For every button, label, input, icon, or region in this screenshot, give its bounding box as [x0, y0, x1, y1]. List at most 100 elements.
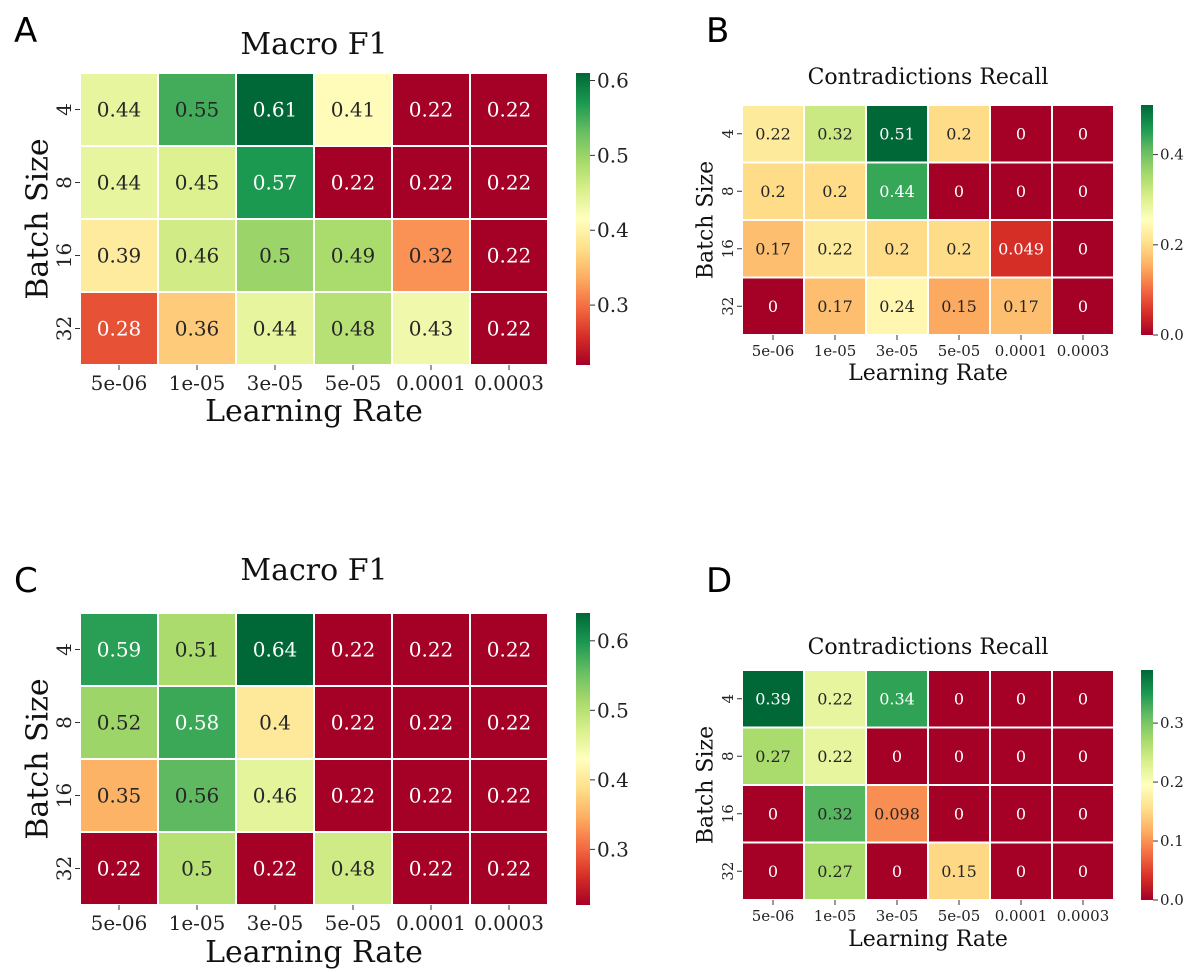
heatmap-cell: [157, 291, 237, 366]
x-tick-label: 3e-05: [876, 907, 919, 925]
cell-value-label: 0.45: [175, 171, 220, 195]
cell-value-label: 0: [1078, 182, 1088, 201]
heatmap-cell: [79, 291, 159, 366]
heatmap-cell: [391, 831, 471, 906]
cell-value-label: 0: [954, 689, 964, 708]
colorbar-tick-label: 0.4: [597, 218, 629, 242]
cell-value-label: 0.28: [97, 317, 142, 341]
heatmap-cell: [865, 784, 929, 844]
cell-value-label: 0.51: [175, 638, 220, 662]
heatmap-cell: [1051, 841, 1115, 901]
colorbar-tick-label: 0.3: [1160, 714, 1184, 732]
cell-value-label: 0: [1078, 804, 1088, 823]
heatmap-cell: [79, 612, 159, 687]
cell-value-label: 0.22: [409, 784, 454, 808]
colorbar-tick-label: 0.0: [1160, 326, 1184, 344]
heatmap-cell: [391, 291, 471, 366]
heatmap-cell: [865, 104, 929, 164]
cell-value-label: 0.32: [409, 244, 454, 268]
cell-value-label: 0: [954, 804, 964, 823]
cell-value-label: 0.41: [331, 98, 376, 122]
y-tick-label: 8: [52, 176, 76, 189]
y-tick-label: 4: [719, 694, 737, 704]
heatmap-cell: [157, 612, 237, 687]
heatmap-cell: [157, 758, 237, 833]
heatmap-cell: [865, 841, 929, 901]
cell-value-label: 0.51: [879, 124, 915, 143]
colorbar: [576, 73, 590, 365]
cell-value-label: 0: [1016, 182, 1026, 201]
x-tick-label: 3e-05: [247, 911, 304, 935]
cell-value-label: 0.22: [487, 317, 532, 341]
y-tick-label: 16: [719, 239, 737, 258]
cell-value-label: 0: [768, 804, 778, 823]
cell-value-label: 0.52: [97, 711, 142, 735]
cell-value-label: 0.22: [487, 98, 532, 122]
cell-value-label: 0: [892, 747, 902, 766]
heatmap-cell: [235, 685, 315, 760]
colorbar-tick-label: 0.5: [597, 698, 629, 722]
cell-value-label: 0.22: [331, 171, 376, 195]
cell-value-label: 0.56: [175, 784, 220, 808]
colorbar-tick-label: 0.5: [597, 143, 629, 167]
heatmap-cell: [313, 291, 393, 366]
x-tick-label: 1e-05: [169, 371, 226, 395]
cell-value-label: 0: [1078, 297, 1088, 316]
cell-value-label: 0: [1016, 862, 1026, 881]
chart-title: Contradictions Recall: [808, 635, 1049, 660]
heatmap-cell: [989, 669, 1053, 729]
colorbar-tick-label: 0.4: [1160, 146, 1184, 164]
cell-value-label: 0: [768, 297, 778, 316]
cell-value-label: 0.55: [175, 98, 220, 122]
x-tick-label: 1e-05: [169, 911, 226, 935]
cell-value-label: 0.27: [755, 747, 791, 766]
cell-value-label: 0: [1016, 804, 1026, 823]
heatmap-cell: [469, 218, 549, 293]
x-tick-label: 5e-06: [752, 907, 795, 925]
y-tick-label: 8: [52, 716, 76, 729]
heatmap-cell: [803, 784, 867, 844]
cell-value-label: 0.48: [331, 857, 376, 881]
cell-value-label: 0.58: [175, 711, 220, 735]
colorbar-tick-label: 0.2: [1160, 236, 1184, 254]
cell-value-label: 0.22: [487, 857, 532, 881]
cell-value-label: 0: [1078, 862, 1088, 881]
colorbar-tick-label: 0.0: [1160, 891, 1184, 909]
x-axis-label: Learning Rate: [848, 361, 1008, 386]
cell-value-label: 0.17: [1003, 297, 1039, 316]
heatmap-cell: [235, 831, 315, 906]
heatmap-cell: [79, 758, 159, 833]
y-axis-label: Batch Size: [21, 138, 56, 299]
cell-value-label: 0.46: [253, 784, 298, 808]
x-tick-label: 0.0001: [995, 342, 1048, 360]
heatmap-cell: [235, 291, 315, 366]
chart-title: Macro F1: [240, 553, 387, 588]
x-tick-label: 5e-05: [325, 371, 382, 395]
y-tick-label: 32: [52, 316, 76, 341]
cell-value-label: 0.15: [941, 862, 977, 881]
cell-value-label: 0: [1016, 689, 1026, 708]
x-tick-label: 1e-05: [814, 907, 857, 925]
cell-value-label: 0.48: [331, 317, 376, 341]
heatmap-cell: [469, 145, 549, 220]
heatmap-cell: [157, 218, 237, 293]
cell-value-label: 0: [954, 182, 964, 201]
cell-value-label: 0.24: [879, 297, 915, 316]
cell-value-label: 0.44: [97, 171, 142, 195]
colorbar: [1141, 670, 1153, 900]
y-axis-label: Batch Size: [694, 161, 719, 279]
cell-value-label: 0.22: [755, 124, 791, 143]
heatmap-cell: [79, 831, 159, 906]
cell-value-label: 0.17: [817, 297, 853, 316]
cell-value-label: 0.2: [760, 182, 785, 201]
x-tick-label: 1e-05: [814, 342, 857, 360]
cell-value-label: 0.4: [259, 711, 291, 735]
cell-value-label: 0.35: [97, 784, 142, 808]
heatmap-cell: [927, 161, 991, 221]
cell-value-label: 0.2: [884, 239, 909, 258]
cell-value-label: 0.098: [874, 804, 920, 823]
heatmap-cell: [313, 218, 393, 293]
cell-value-label: 0.32: [817, 124, 853, 143]
heatmap-cell: [927, 784, 991, 844]
cell-value-label: 0.43: [409, 317, 454, 341]
